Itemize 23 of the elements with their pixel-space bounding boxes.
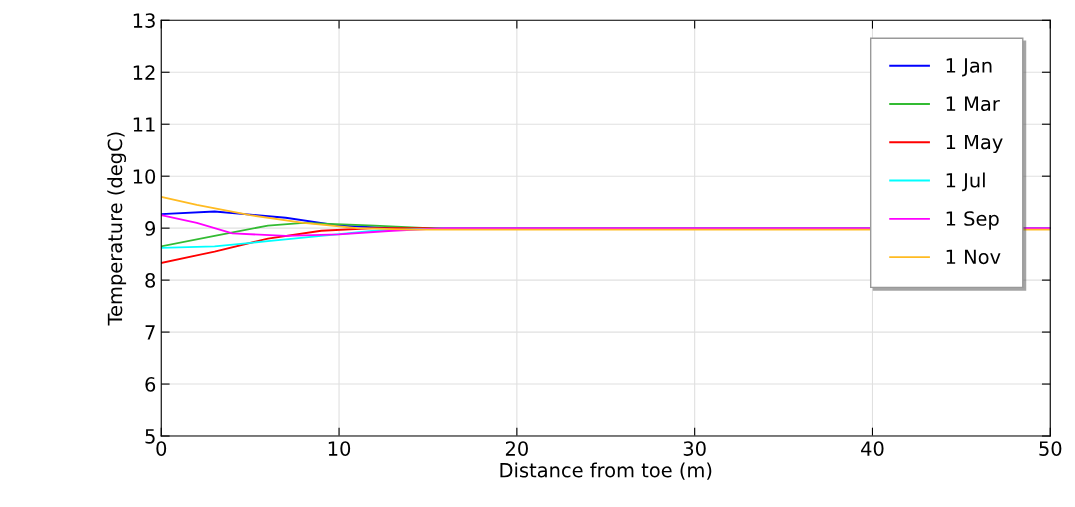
- y-tick-label: 12: [133, 65, 155, 80]
- legend-label: 1 Sep: [946, 211, 999, 230]
- y-tick-label: 7: [145, 325, 155, 340]
- y-tick-label: 9: [145, 221, 156, 236]
- x-tick-label: 50: [1039, 441, 1062, 456]
- legend-label: 1 Mar: [946, 96, 1000, 112]
- x-axis-title: Distance from toe (m): [500, 462, 712, 480]
- legend-label: 1 May: [946, 134, 1003, 154]
- legend-label: 1 Nov: [946, 249, 1001, 265]
- x-tick-label: 10: [328, 441, 351, 456]
- y-tick-label: 13: [133, 13, 155, 28]
- y-tick-label: 11: [133, 117, 155, 132]
- x-tick-label: 20: [505, 441, 528, 456]
- y-tick-label: 8: [145, 273, 156, 288]
- y-tick-label: 6: [145, 377, 156, 392]
- y-axis-title: Temperature (degC): [107, 132, 127, 326]
- y-tick-label: 5: [145, 429, 155, 444]
- legend-label: 1 Jan: [946, 58, 992, 77]
- x-tick-label: 40: [861, 441, 884, 456]
- x-tick-label: 0: [156, 441, 167, 456]
- y-tick-label: 10: [133, 169, 156, 184]
- x-tick-label: 30: [683, 441, 706, 456]
- legend-label: 1 Jul: [946, 172, 985, 192]
